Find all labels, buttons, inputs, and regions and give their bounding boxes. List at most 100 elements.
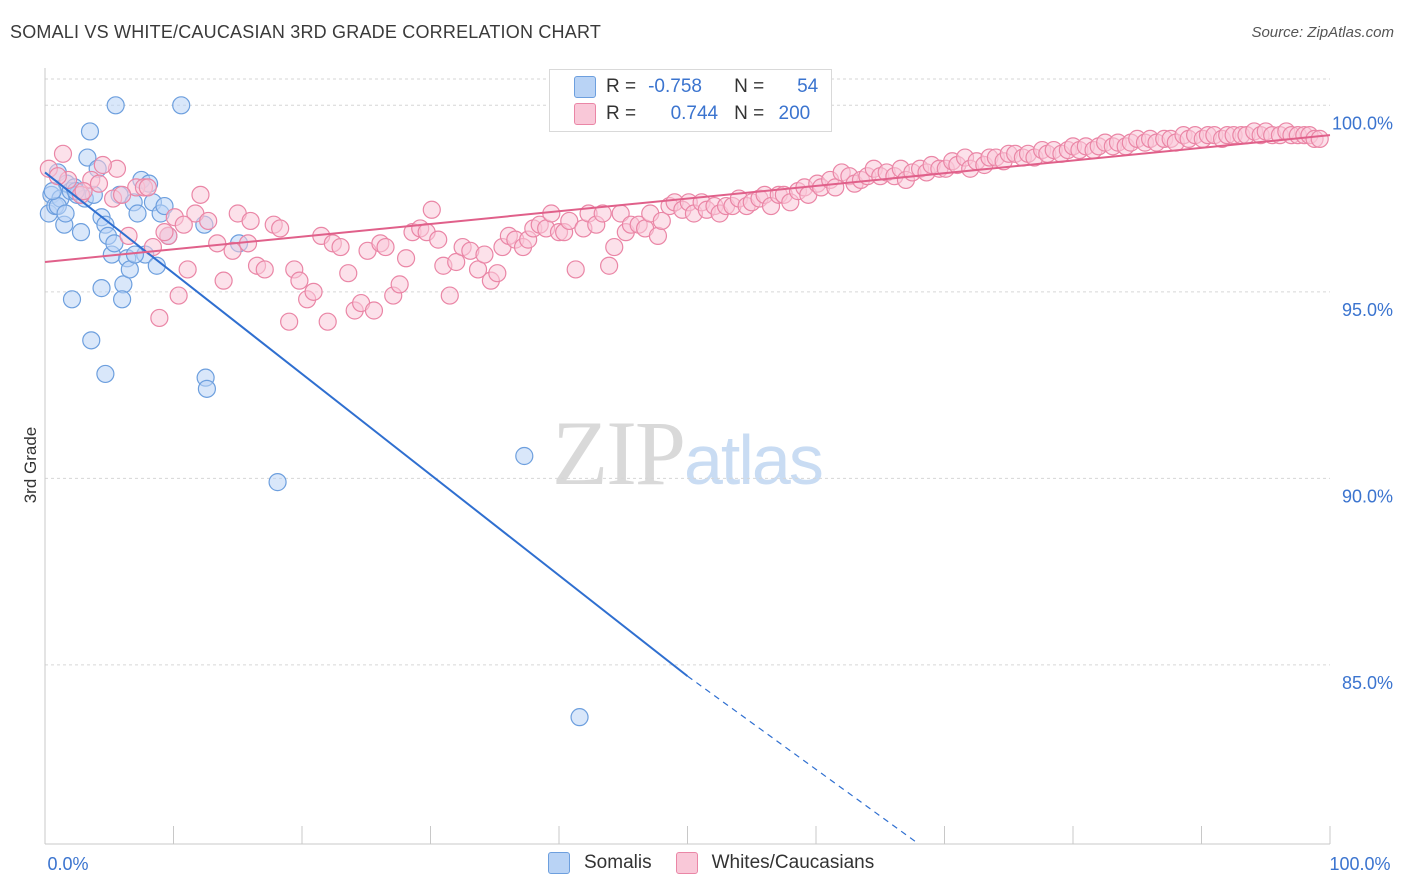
chart-title: SOMALI VS WHITE/CAUCASIAN 3RD GRADE CORR… [10, 22, 602, 42]
somali-point [570, 708, 589, 727]
white-point [138, 178, 157, 197]
white-point [155, 223, 174, 242]
legend-r-value: 0.744 [670, 103, 719, 124]
white-point [566, 260, 585, 279]
white-point [376, 237, 395, 257]
legend-n-value: 200 [778, 103, 811, 124]
somali-point [172, 96, 191, 115]
trend-lines [44, 134, 1331, 845]
white-point [304, 282, 323, 301]
somali-point [515, 446, 534, 466]
white-point [241, 211, 260, 231]
somali-point [56, 204, 75, 223]
white-point [1310, 129, 1329, 148]
somali-point [197, 379, 217, 398]
white-point [593, 204, 612, 223]
white-point [208, 234, 227, 253]
white-point [440, 286, 459, 305]
source-label: Source: ZipAtlas.com [1251, 24, 1394, 41]
watermark: ZIPatlas [552, 400, 824, 506]
y-tick-label: 100.0% [1332, 113, 1393, 133]
legend-swatch-somalis [574, 76, 596, 98]
white-point [605, 237, 624, 257]
watermark-atlas: atlas [684, 421, 824, 499]
white-point [648, 226, 668, 245]
somali-point [82, 331, 101, 350]
somali-point [62, 290, 82, 309]
gridlines [45, 78, 1330, 666]
white-point [280, 312, 299, 331]
legend-n-label: N = [734, 103, 765, 124]
white-point [174, 215, 193, 234]
series-label-whites: Whites/Caucasians [711, 852, 875, 873]
series-legend: Somalis Whites/Caucasians [548, 852, 898, 874]
white-point [318, 312, 337, 331]
y-tick-label: 90.0% [1342, 486, 1393, 506]
white-point [53, 144, 73, 163]
series-swatch-whites [675, 852, 698, 874]
series-legend-whites: Whites/Caucasians [675, 852, 875, 874]
white-point [422, 200, 441, 219]
white-point [74, 182, 93, 201]
white-point [331, 237, 350, 257]
white-point [475, 245, 494, 264]
somali-point [71, 223, 91, 242]
tick-labels: 85.0% 90.0% 95.0% 100.0% 0.0% 100.0% [47, 113, 1393, 874]
white-trend-line [44, 134, 1331, 263]
somali-point [128, 204, 147, 223]
white-point [396, 249, 416, 268]
white-point [169, 286, 188, 305]
white-point [429, 230, 448, 249]
somali-point [78, 148, 97, 167]
white-point [191, 185, 210, 204]
white-point [271, 219, 290, 238]
white-point [89, 174, 109, 193]
axes [44, 68, 1331, 845]
legend-r-label: R = [606, 76, 637, 97]
y-tick-label: 95.0% [1342, 300, 1393, 320]
somali-point [268, 473, 287, 492]
white-point [214, 271, 233, 290]
white-point [178, 260, 197, 279]
somali-point [80, 122, 100, 141]
watermark-zip: ZIP [552, 402, 686, 504]
correlation-legend: R = -0.758 N = 54 R = 0.744 N = 200 [549, 69, 832, 132]
y-tick-label: 85.0% [1342, 673, 1393, 693]
white-point [652, 211, 671, 231]
legend-n-value: 54 [797, 76, 819, 97]
legend-swatch-whites [574, 103, 596, 125]
series-legend-somalis: Somalis [548, 852, 652, 874]
somali-point [105, 234, 124, 253]
white-point [560, 211, 579, 231]
white-point [255, 260, 274, 279]
white-point [390, 275, 409, 294]
white-point [488, 264, 507, 283]
somali-point [106, 96, 125, 115]
somali-point [112, 290, 132, 309]
somali-point [155, 196, 174, 216]
white-point [112, 185, 132, 204]
white-point [93, 155, 112, 175]
white-point [339, 264, 358, 283]
legend-row-whites: R = 0.744 N = 200 [574, 101, 810, 127]
legend-r-value: -0.758 [648, 76, 702, 97]
data-points [39, 96, 1329, 727]
somali-trend-line [44, 171, 689, 677]
series-swatch-somalis [548, 852, 570, 874]
white-point [290, 271, 309, 290]
somali-point [96, 364, 115, 384]
legend-n-label: N = [734, 76, 765, 97]
x-tick-label: 100.0% [1329, 854, 1390, 874]
white-point [223, 241, 242, 260]
somali-trend-extension [687, 675, 920, 845]
white-point [364, 301, 384, 320]
white-point [150, 308, 169, 328]
x-tick-label: 0.0% [47, 854, 88, 874]
somali-point [92, 279, 111, 298]
legend-row-somalis: R = -0.758 N = 54 [574, 74, 818, 100]
white-point [600, 256, 619, 275]
white-point [199, 211, 218, 231]
legend-r-label: R = [606, 103, 637, 124]
series-label-somalis: Somalis [584, 852, 652, 873]
